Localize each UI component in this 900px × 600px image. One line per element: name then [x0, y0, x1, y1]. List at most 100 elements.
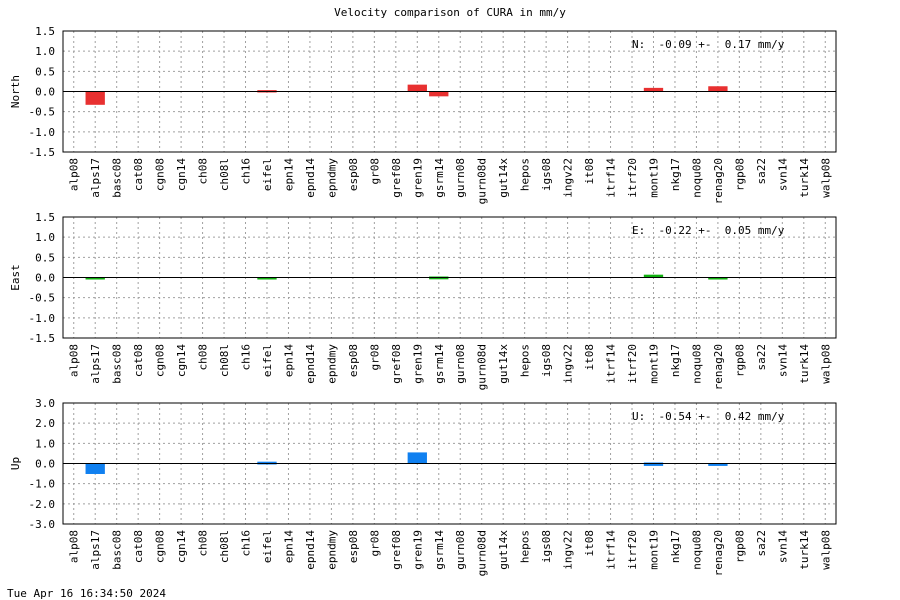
- bar-renag20: [708, 463, 728, 466]
- x-tick-label: alps17: [89, 530, 102, 570]
- x-tick-label: ch08: [197, 344, 210, 371]
- x-tick-label: cgn14: [175, 530, 188, 563]
- x-tick-label: gref08: [390, 344, 403, 384]
- x-tick-label: nkg17: [669, 344, 682, 377]
- y-tick-label: 0.5: [35, 65, 55, 78]
- y-tick-label: -0.5: [29, 292, 56, 305]
- x-tick-label: walp08: [819, 530, 832, 570]
- x-tick-label: epnd14: [304, 344, 317, 384]
- x-tick-label: ch08l: [218, 344, 231, 377]
- x-tick-label: basc08: [111, 344, 124, 384]
- bar-mont19: [643, 87, 664, 92]
- bar-mont19: [643, 274, 664, 278]
- bar-renag20: [708, 277, 728, 280]
- y-tick-label: -0.5: [29, 106, 56, 119]
- x-tick-label: gurn08: [454, 530, 467, 570]
- x-tick-label: cgn14: [175, 158, 188, 191]
- y-tick-label: 0.0: [35, 86, 55, 99]
- x-tick-label: ch08l: [218, 158, 231, 191]
- bar-renag20: [708, 86, 728, 92]
- y-axis-label: East: [9, 264, 22, 291]
- stats-annotation: N: -0.09 +- 0.17 mm/y: [632, 38, 785, 51]
- x-tick-label: noqu08: [690, 158, 703, 198]
- y-tick-label: 1.0: [35, 45, 55, 58]
- bar-gren19: [407, 84, 427, 92]
- x-tick-label: esp08: [347, 158, 360, 191]
- x-tick-label: gurn08d: [476, 158, 489, 204]
- x-tick-label: nkg17: [669, 530, 682, 563]
- x-tick-label: basc08: [111, 530, 124, 570]
- x-tick-label: walp08: [819, 158, 832, 198]
- x-tick-label: rgp08: [733, 344, 746, 377]
- x-tick-label: cat08: [132, 158, 145, 191]
- x-tick-label: epn14: [282, 344, 295, 377]
- y-tick-label: -3.0: [29, 518, 56, 531]
- x-tick-label: gut14x: [497, 344, 510, 384]
- x-tick-label: igs08: [540, 158, 553, 191]
- x-tick-label: noqu08: [690, 344, 703, 384]
- x-tick-label: mont19: [647, 158, 660, 198]
- x-tick-label: turk14: [798, 158, 811, 198]
- x-tick-label: alps17: [89, 344, 102, 384]
- bar-mont19: [643, 462, 664, 466]
- x-tick-label: igs08: [540, 344, 553, 377]
- x-tick-label: nkg17: [669, 158, 682, 191]
- y-tick-label: 0.0: [35, 272, 55, 285]
- x-tick-label: ingv22: [562, 530, 575, 570]
- x-tick-label: gr08: [368, 158, 381, 185]
- x-tick-label: mont19: [647, 344, 660, 384]
- x-tick-label: gr08: [368, 530, 381, 557]
- x-tick-label: epndmy: [325, 158, 338, 198]
- x-tick-label: gsrm14: [433, 530, 446, 570]
- x-tick-label: esp08: [347, 344, 360, 377]
- x-tick-label: sa22: [755, 530, 768, 557]
- x-tick-label: ch08l: [218, 530, 231, 563]
- x-tick-label: cgn08: [154, 530, 167, 563]
- x-tick-label: igs08: [540, 530, 553, 563]
- bar-alps17: [85, 463, 105, 474]
- stats-annotation: E: -0.22 +- 0.05 mm/y: [632, 224, 785, 237]
- bar-alps17: [85, 277, 105, 280]
- x-tick-label: svn14: [776, 158, 789, 191]
- x-tick-label: itrf14: [605, 158, 618, 198]
- chart-panel-0: 1.5 1.0 0.5 0.0 -0.5 -1.0 -1.5 alp08 alps17 basc0…: [9, 25, 837, 204]
- x-tick-label: cat08: [132, 530, 145, 563]
- y-tick-label: 3.0: [35, 397, 55, 410]
- y-tick-label: -1.5: [29, 332, 56, 345]
- chart-title: Velocity comparison of CURA in mm/y: [334, 6, 566, 19]
- x-tick-label: ingv22: [562, 158, 575, 198]
- x-tick-label: alp08: [68, 158, 81, 191]
- plot-frame: [62, 402, 837, 525]
- x-tick-label: itrf14: [605, 344, 618, 384]
- x-tick-label: epndmy: [325, 530, 338, 570]
- x-tick-label: gurn08: [454, 158, 467, 198]
- plot-frame: [62, 216, 837, 339]
- y-tick-label: -2.0: [29, 498, 56, 511]
- x-tick-label: renag20: [712, 158, 725, 204]
- x-tick-label: gurn08d: [476, 344, 489, 390]
- x-tick-label: ch16: [240, 530, 253, 557]
- x-tick-label: renag20: [712, 530, 725, 576]
- bar-gren19: [407, 452, 427, 464]
- y-axis-label: Up: [9, 457, 22, 470]
- x-tick-label: hepos: [519, 158, 532, 191]
- y-tick-label: 1.0: [35, 231, 55, 244]
- y-tick-label: 0.5: [35, 251, 55, 264]
- y-tick-label: 1.0: [35, 437, 55, 450]
- y-tick-label: 1.5: [35, 25, 55, 38]
- x-tick-label: ch16: [240, 344, 253, 371]
- x-tick-label: gut14x: [497, 158, 510, 198]
- x-tick-label: it08: [583, 344, 596, 371]
- x-tick-label: hepos: [519, 530, 532, 563]
- x-tick-label: epnd14: [304, 158, 317, 198]
- y-tick-label: 1.5: [35, 211, 55, 224]
- x-tick-label: ingv22: [562, 344, 575, 384]
- x-tick-label: cgn14: [175, 344, 188, 377]
- x-tick-label: rgp08: [733, 158, 746, 191]
- x-tick-label: epnd14: [304, 530, 317, 570]
- x-tick-label: gren19: [411, 530, 424, 570]
- y-axis-label: North: [9, 75, 22, 108]
- x-tick-label: cgn08: [154, 158, 167, 191]
- x-tick-label: itrf14: [605, 530, 618, 570]
- x-tick-label: epndmy: [325, 344, 338, 384]
